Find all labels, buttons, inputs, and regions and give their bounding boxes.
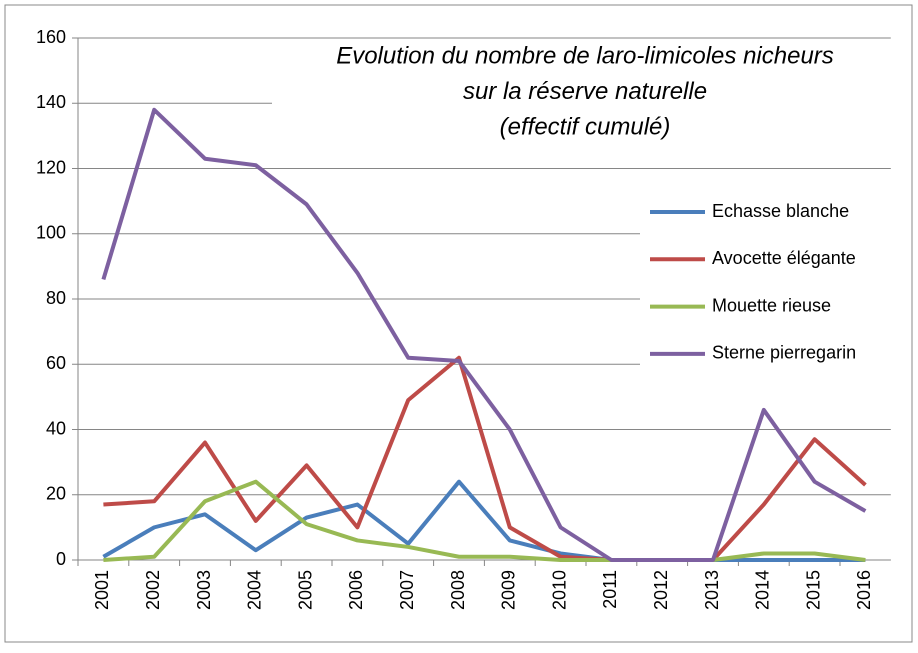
y-tick-label: 60	[46, 353, 66, 373]
y-tick-label: 160	[36, 27, 66, 47]
chart-title: (effectif cumulé)	[500, 113, 671, 140]
x-tick-label: 2013	[702, 570, 722, 610]
x-tick-label: 2001	[92, 570, 112, 610]
y-tick-label: 80	[46, 288, 66, 308]
chart-title: sur la réserve naturelle	[463, 78, 707, 105]
x-tick-label: 2014	[753, 570, 773, 610]
x-tick-label: 2015	[803, 570, 823, 610]
x-tick-label: 2004	[245, 570, 265, 610]
x-tick-label: 2005	[295, 570, 315, 610]
legend-label: Echasse blanche	[712, 201, 849, 221]
chart-title: Evolution du nombre de laro-limicoles ni…	[336, 42, 834, 69]
y-tick-label: 40	[46, 418, 66, 438]
x-tick-label: 2008	[448, 570, 468, 610]
x-tick-label: 2007	[397, 570, 417, 610]
y-tick-label: 0	[56, 549, 66, 569]
y-tick-label: 100	[36, 223, 66, 243]
y-tick-label: 20	[46, 484, 66, 504]
x-tick-label: 2002	[143, 570, 163, 610]
x-tick-label: 2009	[499, 570, 519, 610]
x-tick-label: 2003	[194, 570, 214, 610]
x-tick-label: 2011	[600, 570, 620, 609]
x-tick-label: 2006	[346, 570, 366, 610]
series-line	[103, 355, 867, 562]
y-tick-label: 140	[36, 92, 66, 112]
series-line	[103, 479, 866, 562]
series-line	[101, 107, 867, 562]
x-tick-label: 2016	[854, 570, 874, 610]
legend-label: Mouette rieuse	[712, 295, 831, 315]
legend-label: Avocette élégante	[712, 248, 856, 268]
series-line	[102, 479, 866, 562]
x-tick-label: 2010	[549, 570, 569, 610]
legend-label: Sterne pierregarin	[712, 343, 856, 363]
legend-background	[640, 192, 900, 377]
y-tick-label: 120	[36, 157, 66, 177]
title-background	[272, 40, 897, 158]
x-tick-label: 2012	[651, 570, 671, 610]
